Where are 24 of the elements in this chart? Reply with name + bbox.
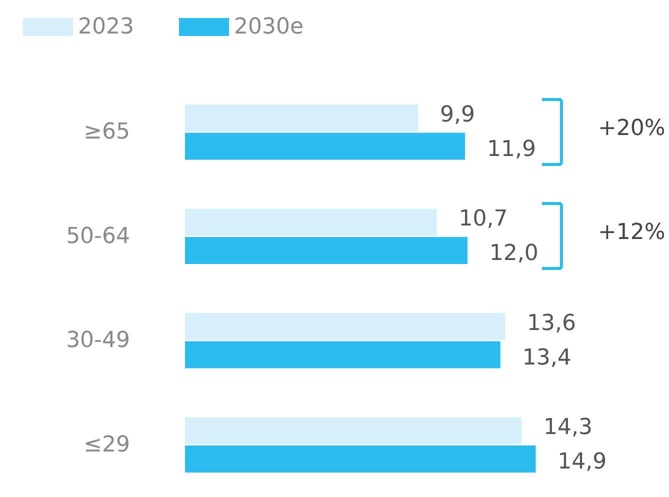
bar xyxy=(185,312,506,340)
bar xyxy=(185,237,468,264)
bar xyxy=(185,208,437,236)
data-label: 13,4 xyxy=(522,345,572,370)
y-tick-label: 50-64 xyxy=(66,224,130,249)
data-label: 10,7 xyxy=(458,206,508,232)
data-label: 13,6 xyxy=(527,310,576,336)
text: +12% xyxy=(598,220,666,246)
bar xyxy=(185,446,536,473)
data-label: 9,9 xyxy=(440,102,475,128)
bar xyxy=(185,341,500,368)
bar xyxy=(185,417,522,444)
legend-label: 2030e xyxy=(234,14,304,40)
data-label: 11,9 xyxy=(487,136,536,162)
text: +20% xyxy=(598,116,666,142)
bar xyxy=(185,132,466,160)
data-label: 14,9 xyxy=(558,450,607,475)
y-tick-label: ≥65 xyxy=(84,120,130,145)
legend-label: 2023 xyxy=(78,14,134,40)
data-label: 14,3 xyxy=(544,415,593,440)
data-label: 12,0 xyxy=(489,241,538,266)
y-tick-label: 30-49 xyxy=(66,328,130,354)
bar xyxy=(185,104,418,132)
y-tick-label: ≤29 xyxy=(84,432,130,458)
